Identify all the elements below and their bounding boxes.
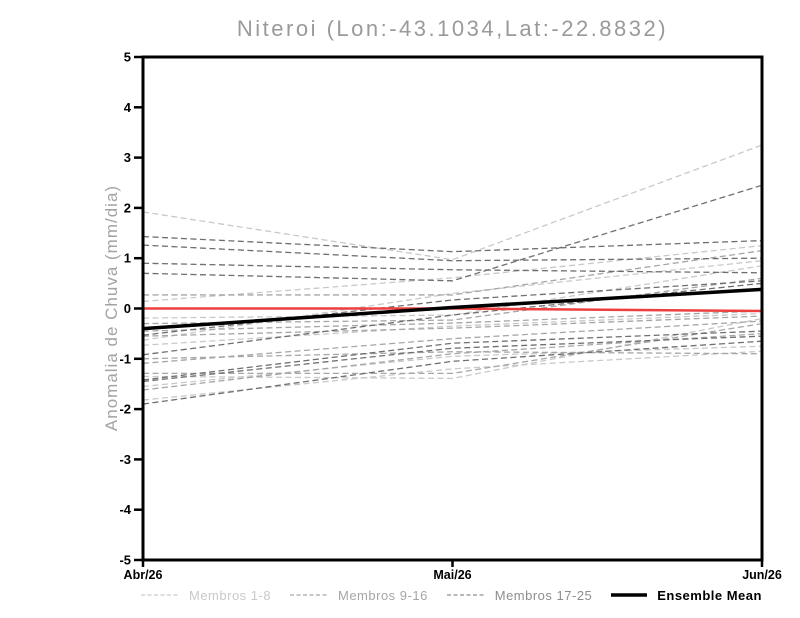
chart-title: Niteroi (Lon:-43.1034,Lat:-22.8832) (236, 16, 669, 41)
x-tick-label: Jun/26 (742, 568, 782, 582)
y-tick-label: -4 (119, 502, 131, 517)
member-line (143, 250, 763, 296)
y-tick-label: -5 (119, 553, 131, 568)
member-line (142, 330, 763, 381)
y-tick-label: 4 (124, 100, 132, 115)
member-line (142, 335, 763, 383)
y-tick-label: 3 (124, 150, 131, 165)
member-line (142, 277, 763, 325)
ensemble-mean-line (142, 287, 763, 331)
member-line (142, 280, 763, 336)
member-line (142, 350, 763, 401)
legend-item-membros-9-16: Membros 9-16 (289, 588, 428, 603)
member-line (142, 317, 763, 380)
legend-label: Membros 9-16 (338, 587, 428, 603)
member-line (142, 244, 763, 303)
legend-label: Ensemble Mean (657, 587, 762, 603)
y-tick-label: 5 (124, 50, 131, 65)
y-tick-label: 1 (124, 251, 131, 266)
legend-item-membros-17-25: Membros 17-25 (446, 588, 593, 603)
member-line (142, 315, 763, 337)
x-tick-label: Mai/26 (433, 568, 471, 582)
y-tick-label: 2 (124, 200, 131, 215)
legend-item-ensemble-mean: Ensemble Mean (610, 588, 762, 603)
y-tick-label: 0 (124, 301, 131, 316)
member-line (142, 340, 763, 405)
member-line (142, 235, 763, 253)
y-tick-label: -1 (119, 351, 131, 366)
member-line (142, 333, 763, 391)
member-line (142, 265, 763, 319)
chart-legend: Membros 1-8 Membros 9-16 Membros 17-25 E… (140, 585, 762, 605)
member-line (142, 244, 763, 262)
dashed-line-sample-icon (141, 594, 179, 596)
member-line (142, 310, 763, 332)
y-tick-label: -2 (119, 402, 131, 417)
solid-line-sample-icon (611, 593, 648, 597)
legend-label: Membros 1-8 (189, 587, 272, 603)
dashed-line-sample-icon (446, 594, 485, 596)
y-tick-label: -3 (119, 452, 131, 467)
member-line (143, 322, 763, 375)
legend-item-membros-1-8: Membros 1-8 (140, 588, 271, 603)
member-line (142, 345, 763, 388)
member-line (142, 320, 763, 364)
member-line (142, 351, 763, 360)
x-tick-label: Abr/26 (124, 568, 163, 582)
member-line (142, 262, 763, 274)
legend-label: Membros 17-25 (494, 587, 593, 603)
member-line (142, 144, 763, 261)
member-line (142, 184, 763, 282)
dashed-line-sample-icon (290, 594, 328, 596)
member-line (142, 312, 763, 346)
